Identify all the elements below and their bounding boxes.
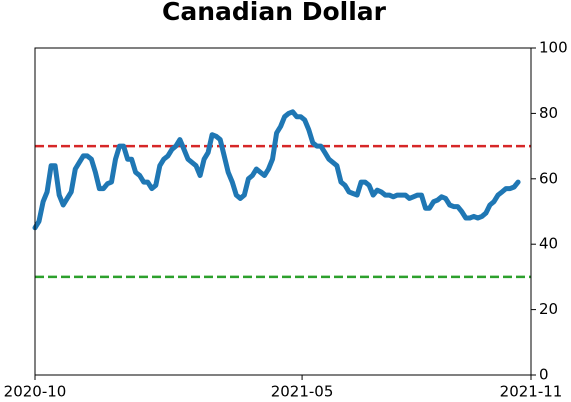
x-tick-label: 2021-05 — [271, 383, 334, 401]
data-line — [32, 109, 521, 231]
y-tick-label: 40 — [539, 235, 558, 253]
y-tick-label: 0 — [539, 366, 549, 384]
chart-title: Canadian Dollar — [162, 0, 387, 26]
x-tick-label: 2020-10 — [4, 383, 67, 401]
y-tick-label: 100 — [539, 39, 568, 57]
y-tick-label: 20 — [539, 300, 558, 318]
y-tick-label: 60 — [539, 169, 558, 187]
plot-frame — [34, 47, 532, 376]
x-tick-label: 2021-11 — [500, 383, 563, 401]
y-tick-label: 80 — [539, 104, 558, 122]
